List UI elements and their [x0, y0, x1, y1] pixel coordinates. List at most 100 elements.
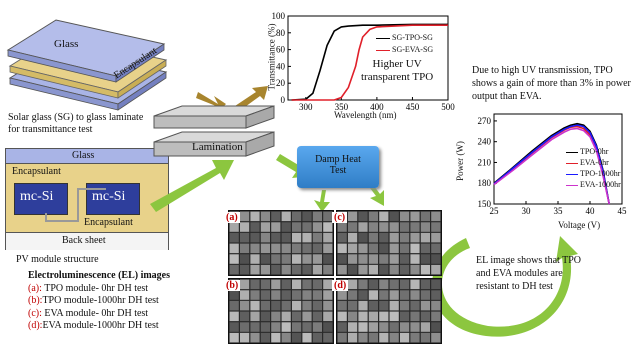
transmittance-annotation-line1: Higher UV — [372, 58, 422, 70]
el-solar-cell — [292, 254, 302, 264]
el-solar-cell — [358, 232, 368, 243]
el-solar-cell — [348, 232, 358, 243]
el-solar-cell — [281, 222, 291, 232]
el-solar-cell — [368, 243, 378, 254]
el-solar-cell — [323, 322, 333, 332]
pv-backsheet-layer — [6, 232, 168, 250]
el-solar-cell — [358, 243, 368, 254]
el-solar-cell — [410, 254, 420, 264]
el-solar-cell — [348, 322, 358, 332]
el-solar-cell — [271, 322, 281, 332]
el-solar-cell — [240, 243, 250, 254]
transmittance-legend: SG-TPO-SG SG-EVA-SG — [376, 32, 433, 56]
el-solar-cell — [410, 232, 420, 243]
laminate-glass-label: Glass — [54, 38, 79, 50]
el-solar-cell — [260, 290, 270, 300]
transmittance-y-tick-label: 80 — [276, 28, 286, 38]
el-solar-cell — [323, 279, 333, 290]
el-solar-cell — [312, 232, 322, 243]
el-solar-cell — [312, 211, 322, 222]
el-solar-cell — [400, 311, 410, 322]
el-solar-cell — [431, 279, 441, 290]
el-solar-cell — [348, 290, 358, 300]
power-x-tick-label: 45 — [618, 206, 628, 216]
el-solar-cell — [400, 243, 410, 254]
el-solar-cell — [368, 211, 378, 222]
el-solar-cell — [368, 290, 378, 300]
el-solar-cell — [302, 243, 312, 254]
el-solar-cell — [302, 300, 312, 311]
arrow-dampheat-to-el-left — [314, 190, 330, 212]
el-solar-cell — [240, 264, 250, 275]
el-solar-cell — [323, 300, 333, 311]
el-solar-cell — [410, 279, 420, 290]
el-solar-cell — [312, 243, 322, 254]
el-solar-cell — [260, 300, 270, 311]
el-solar-cell — [260, 322, 270, 332]
el-solar-cell — [379, 300, 389, 311]
el-solar-cell — [389, 322, 399, 332]
el-solar-cell — [348, 222, 358, 232]
el-solar-cell — [358, 211, 368, 222]
el-solar-cell — [337, 300, 347, 311]
el-solar-cell — [281, 264, 291, 275]
transmittance-xlabel: Wavelength (nm) — [334, 110, 397, 120]
el-solar-cell — [420, 254, 430, 264]
el-solar-cell — [312, 290, 322, 300]
el-solar-cell — [389, 222, 399, 232]
el-solar-cell — [250, 311, 260, 322]
el-solar-cell — [281, 322, 291, 332]
el-solar-cell — [358, 311, 368, 322]
el-solar-cell — [240, 322, 250, 332]
el-cell-grid — [337, 279, 441, 343]
el-solar-cell — [431, 211, 441, 222]
el-solar-cell — [420, 232, 430, 243]
transmittance-annotation-line2: transparent TPO — [361, 71, 434, 83]
el-solar-cell — [410, 311, 420, 322]
damp-heat-label-line2: Test — [329, 165, 347, 176]
el-solar-cell — [292, 322, 302, 332]
legend-item-sg-tpo-sg: SG-TPO-SG — [376, 32, 433, 44]
el-solar-cell — [260, 279, 270, 290]
el-solar-cell — [431, 264, 441, 275]
el-solar-cell — [410, 211, 420, 222]
el-solar-cell — [420, 290, 430, 300]
el-image-a — [228, 210, 334, 276]
pv-interconnect-ribbon — [45, 188, 106, 222]
el-solar-cell — [337, 243, 347, 254]
el-solar-cell — [302, 222, 312, 232]
transmittance-y-tick-label: 20 — [276, 78, 286, 88]
el-solar-cell — [358, 222, 368, 232]
transmittance-y-tick-label: 0 — [281, 95, 286, 105]
arrow-dampheat-to-el-right — [370, 186, 384, 206]
el-solar-cell — [271, 222, 281, 232]
el-solar-cell — [379, 211, 389, 222]
el-solar-cell — [379, 243, 389, 254]
el-solar-cell — [281, 279, 291, 290]
el-solar-cell — [400, 211, 410, 222]
el-solar-cell — [389, 290, 399, 300]
transmittance-series-sg-tpo-sg — [291, 23, 448, 101]
el-solar-cell — [389, 279, 399, 290]
power-x-tick-label: 25 — [490, 206, 500, 216]
el-solar-cell — [271, 311, 281, 322]
el-label-d: (d) — [332, 280, 349, 291]
el-solar-cell — [302, 211, 312, 222]
el-cell-grid — [229, 211, 333, 275]
pv-module-caption: PV module structure — [16, 254, 99, 265]
el-solar-cell — [312, 264, 322, 275]
el-solar-cell — [358, 300, 368, 311]
el-solar-cell — [410, 300, 420, 311]
el-solar-cell — [312, 222, 322, 232]
el-solar-cell — [240, 232, 250, 243]
el-solar-cell — [368, 232, 378, 243]
el-solar-cell — [389, 254, 399, 264]
el-solar-cell — [281, 232, 291, 243]
pv-module-diagram: Glass Encapsulant mc-Si mc-Si Encapsulan… — [5, 148, 169, 250]
el-solar-cell — [250, 254, 260, 264]
pv-glass-label: Glass — [72, 150, 95, 161]
power-y-tick-label: 210 — [478, 157, 492, 167]
el-solar-cell — [292, 300, 302, 311]
transmittance-x-tick-label: 400 — [370, 102, 384, 112]
el-solar-cell — [312, 332, 322, 343]
